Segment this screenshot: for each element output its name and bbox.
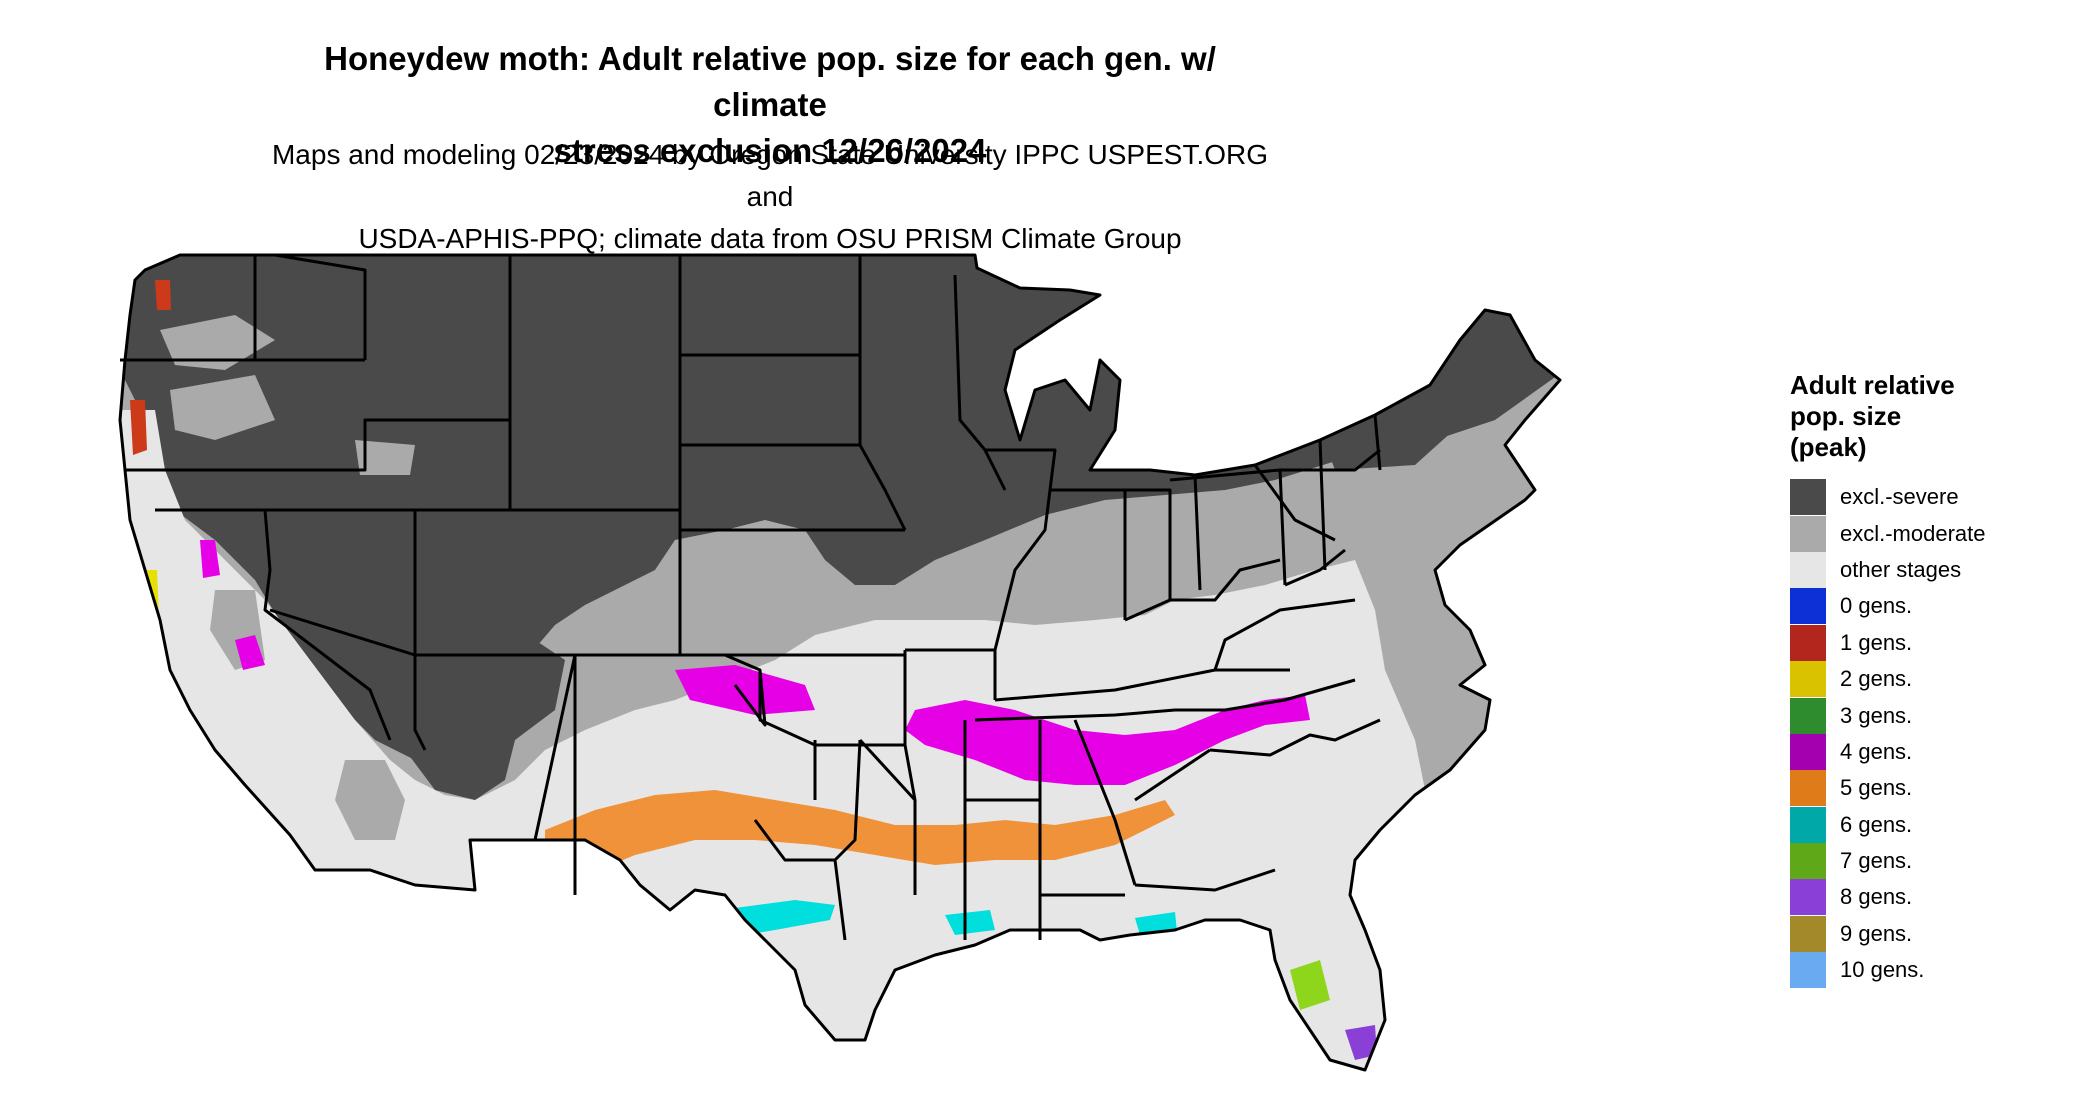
- title-line-2: stress exclusion 12/26/2024: [553, 132, 987, 169]
- gen5-band: [545, 790, 1175, 880]
- moderate-exclusion-patch: [170, 375, 275, 440]
- legend-label: excl.-severe: [1840, 484, 1959, 510]
- legend-label: other stages: [1840, 556, 1962, 582]
- legend-item: 4 gens.: [1790, 733, 2090, 770]
- state-borders: [118, 253, 1562, 1072]
- gen1-zone: [130, 400, 147, 455]
- legend-swatch: [1790, 879, 1826, 916]
- legend-title-line: (peak): [1790, 432, 1867, 462]
- legend-label: 10 gens.: [1840, 957, 1925, 983]
- legend-swatch: [1790, 551, 1826, 588]
- map-subtitle: Maps and modeling 02/23/2024 by Oregon S…: [270, 134, 1270, 260]
- legend-swatch: [1790, 733, 1826, 770]
- legend-label: 0 gens.: [1840, 593, 1913, 619]
- legend-item: 9 gens.: [1790, 915, 2090, 952]
- map-legend: Adult relative pop. size (peak) excl.-se…: [1790, 370, 2090, 989]
- legend-label: 5 gens.: [1840, 775, 1913, 801]
- us-map: [118, 253, 1562, 1072]
- legend-item: 6 gens.: [1790, 806, 2090, 843]
- moderate-exclusion-patch: [335, 760, 405, 840]
- map-title: Honeydew moth: Adult relative pop. size …: [270, 36, 1270, 174]
- legend-item: excl.-moderate: [1790, 515, 2090, 552]
- legend-item: 8 gens.: [1790, 879, 2090, 916]
- legend-label: 9 gens.: [1840, 920, 1913, 946]
- legend-label: excl.-moderate: [1840, 520, 1986, 546]
- subtitle-line-1: Maps and modeling 02/23/2024 by Oregon S…: [271, 139, 1269, 212]
- legend-item: 1 gens.: [1790, 624, 2090, 661]
- gen4-patch: [200, 540, 220, 578]
- legend-swatch: [1790, 588, 1826, 625]
- legend-title-line: pop. size: [1790, 401, 1902, 431]
- legend-label: 8 gens.: [1840, 884, 1913, 910]
- legend-swatch: [1790, 697, 1826, 734]
- legend-items: excl.-severe excl.-moderate other stages 0 …: [1790, 479, 2090, 989]
- legend-item: other stages: [1790, 551, 2090, 588]
- gen1-zone: [155, 280, 171, 310]
- gen4-patch: [235, 635, 265, 670]
- severe-exclusion-patch: [395, 640, 565, 800]
- legend-swatch: [1790, 952, 1826, 989]
- legend-swatch: [1790, 915, 1826, 952]
- legend-swatch: [1790, 624, 1826, 661]
- legend-swatch: [1790, 515, 1826, 552]
- legend-swatch: [1790, 843, 1826, 880]
- legend-item: 7 gens.: [1790, 843, 2090, 880]
- legend-swatch: [1790, 479, 1826, 516]
- legend-label: 7 gens.: [1840, 848, 1913, 874]
- legend-label: 2 gens.: [1840, 666, 1913, 692]
- legend-item: 0 gens.: [1790, 588, 2090, 625]
- legend-title-line: Adult relative: [1790, 370, 1955, 400]
- gen4-band: [675, 665, 815, 715]
- legend-item: excl.-severe: [1790, 479, 2090, 516]
- gen7-patch: [1290, 960, 1330, 1010]
- gen8-patch: [1345, 1025, 1377, 1060]
- legend-label: 4 gens.: [1840, 738, 1913, 764]
- legend-swatch: [1790, 770, 1826, 807]
- legend-item: 2 gens.: [1790, 661, 2090, 698]
- legend-label: 6 gens.: [1840, 811, 1913, 837]
- us-outline: [118, 253, 1562, 1072]
- title-line-1: Honeydew moth: Adult relative pop. size …: [324, 40, 1216, 123]
- legend-label: 3 gens.: [1840, 702, 1913, 728]
- gen6-band: [1135, 912, 1177, 935]
- moderate-exclusion-patch: [355, 440, 415, 475]
- legend-item: 3 gens.: [1790, 697, 2090, 734]
- legend-swatch: [1790, 661, 1826, 698]
- legend-swatch: [1790, 806, 1826, 843]
- subtitle-line-2: USDA-APHIS-PPQ; climate data from OSU PR…: [358, 223, 1182, 254]
- legend-label: 1 gens.: [1840, 629, 1913, 655]
- legend-item: 10 gens.: [1790, 952, 2090, 989]
- legend-title: Adult relative pop. size (peak): [1790, 370, 2090, 463]
- moderate-exclusion-patch: [160, 315, 275, 370]
- gen7-patch: [730, 990, 775, 1040]
- legend-item: 5 gens.: [1790, 770, 2090, 807]
- gen6-band: [945, 910, 995, 935]
